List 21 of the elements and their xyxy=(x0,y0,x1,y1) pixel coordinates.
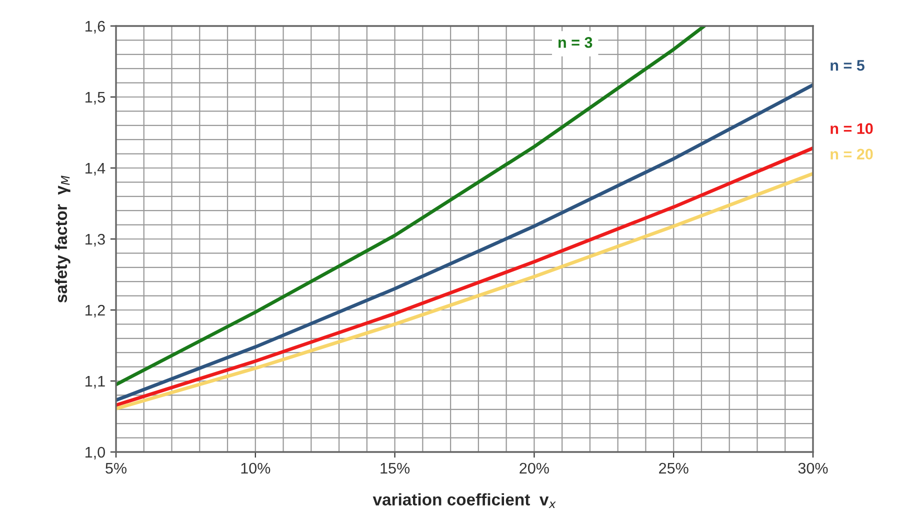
series-label: n = 20 xyxy=(830,148,873,160)
y-tick-label: 1,4 xyxy=(86,163,106,176)
y-tick-label: 1,3 xyxy=(86,234,105,246)
series-label: n = 5 xyxy=(830,60,864,71)
line-series xyxy=(116,26,706,386)
x-axis-title: variation coefficient v$_{x}$ xyxy=(372,493,556,508)
line-series xyxy=(116,83,813,402)
x-tick-label: 5% xyxy=(106,462,126,474)
x-tick-label: 15% xyxy=(380,462,410,474)
y-tick-label: 1,5 xyxy=(86,92,105,104)
y-tick-label: 1,0 xyxy=(86,446,105,460)
y-tick-label: 1,1 xyxy=(86,376,105,388)
y-tick-label: 1,6 xyxy=(86,20,105,34)
x-tick-label: 30% xyxy=(798,462,828,474)
text: n = 3 xyxy=(558,37,592,48)
y-axis-title: safety factor γ$_{M}$ xyxy=(54,176,70,303)
x-tick-label: 20% xyxy=(520,462,549,474)
series-label: n = 10 xyxy=(830,123,873,134)
y-tick-label: 1,2 xyxy=(86,304,105,318)
x-tick-label: 25% xyxy=(659,462,688,474)
x-tick-label: 10% xyxy=(241,462,270,474)
